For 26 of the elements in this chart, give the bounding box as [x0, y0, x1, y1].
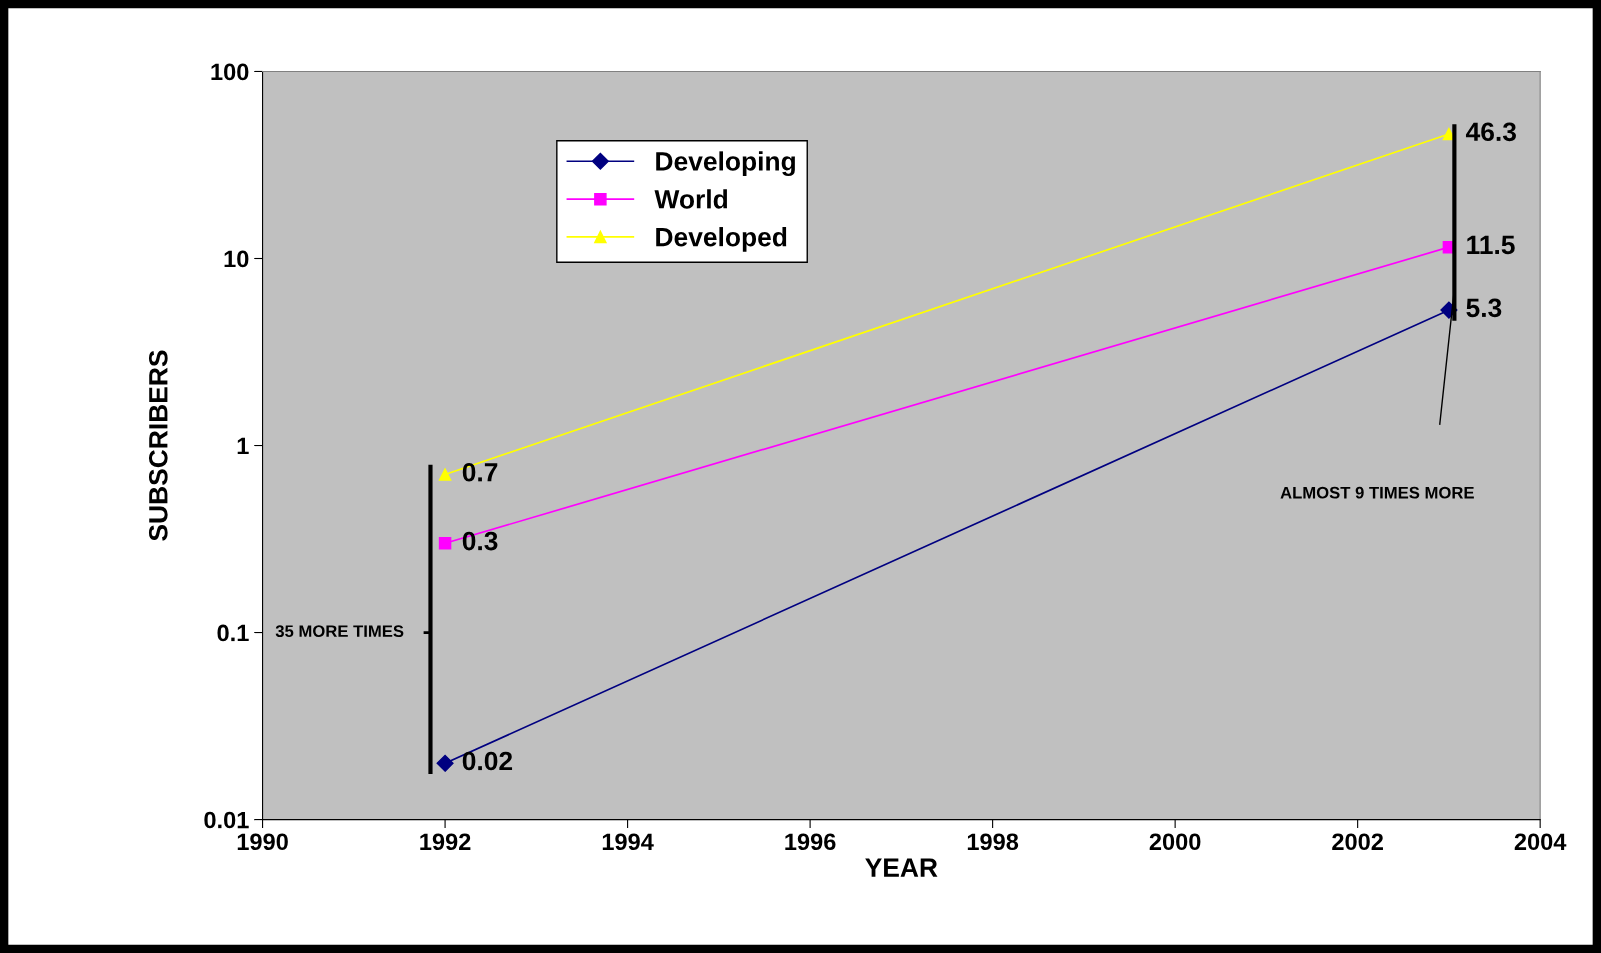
- x-tick-label: 1992: [420, 833, 471, 851]
- y-tick-label: 1: [237, 437, 249, 455]
- x-tick-label: 1990: [237, 833, 288, 851]
- annotation: 35 MORE TIMES: [275, 625, 404, 638]
- data-label: 0.7: [462, 462, 498, 482]
- y-tick-label: 0.1: [217, 624, 249, 642]
- legend-label: Developing: [656, 151, 795, 177]
- y-tick-label: 100: [211, 63, 249, 81]
- data-label: 0.3: [462, 531, 498, 551]
- x-tick-label: 1996: [785, 833, 836, 851]
- data-label: 0.02: [462, 751, 513, 771]
- y-tick-label: 10: [224, 250, 249, 268]
- annotation: ALMOST 9 TIMES MORE: [1280, 486, 1474, 499]
- legend-label: World: [654, 189, 728, 209]
- data-label: 11.5: [1467, 235, 1515, 255]
- y-tick-label: 0.01: [204, 811, 249, 829]
- x-tick-label: 2000: [1149, 833, 1201, 851]
- x-tick-label: 1998: [967, 833, 1019, 851]
- y-axis-title: SUBSCRIBERS: [148, 350, 168, 541]
- data-label: 5.3: [1466, 298, 1502, 318]
- x-tick-label: 2002: [1332, 833, 1383, 851]
- legend-label: Developed: [656, 227, 787, 252]
- x-tick-label: 1994: [602, 833, 654, 851]
- x-axis-title: YEAR: [865, 858, 938, 877]
- data-label: 46.3: [1465, 122, 1516, 142]
- x-tick-label: 2004: [1514, 833, 1567, 851]
